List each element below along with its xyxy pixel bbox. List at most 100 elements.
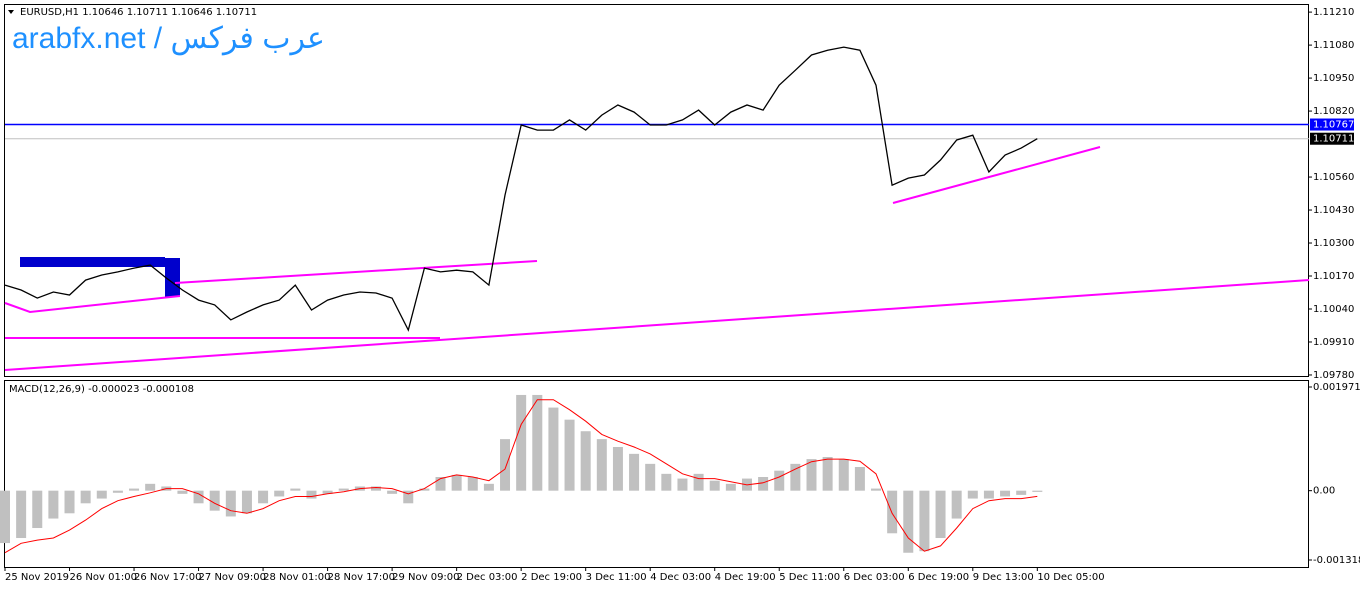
x-tick-label: 25 Nov 2019 (5, 572, 69, 583)
macd-bar (467, 476, 478, 491)
y-tick-label: 1.10040 (1313, 304, 1354, 315)
macd-bar (64, 490, 75, 514)
macd-bar (241, 490, 252, 514)
y-tick-label: 1.10430 (1313, 205, 1354, 216)
macd-frame (4, 380, 1309, 568)
macd-bar (822, 457, 833, 491)
macd-bar (693, 473, 704, 491)
macd-bar (725, 483, 736, 491)
macd-bar (145, 483, 156, 491)
macd-bar (1016, 490, 1027, 495)
x-tick-label: 3 Dec 11:00 (586, 572, 647, 583)
macd-bar (338, 488, 349, 491)
objects (4, 146, 1310, 371)
macd-bar (0, 490, 10, 544)
macd-bar (80, 490, 91, 504)
macd-bar (661, 473, 672, 491)
zone (165, 258, 180, 297)
macd-bar (500, 439, 511, 491)
x-tick-label: 29 Nov 09:00 (392, 572, 459, 583)
macd-bar (274, 490, 285, 497)
macd-bar (112, 490, 123, 493)
macd-bar (887, 490, 898, 534)
macd-bar (306, 490, 317, 499)
macd-bar (370, 486, 381, 491)
macd-bar (193, 490, 204, 504)
trend-line (4, 295, 181, 314)
macd-bar (564, 419, 575, 491)
macd-bar (403, 490, 414, 504)
macd-bar (983, 490, 994, 499)
macd-bar (322, 490, 333, 494)
macd-bar (806, 459, 817, 491)
macd-bar (838, 459, 849, 491)
y-tick-label: 0.001971 (1313, 382, 1360, 393)
macd-bar (483, 483, 494, 491)
trend-line (174, 260, 538, 284)
macd-bar (1000, 490, 1011, 497)
macd-bar (16, 490, 27, 539)
macd-bar (629, 453, 640, 491)
macd-bar (258, 490, 269, 504)
x-tick-label: 26 Nov 01:00 (70, 572, 137, 583)
macd-bar (177, 490, 188, 494)
y-tick-label: 1.10300 (1313, 238, 1354, 249)
signal-line (4, 399, 1038, 554)
macd-bar (419, 488, 430, 491)
macd-bar (854, 467, 865, 491)
x-tick-label: 9 Dec 13:00 (973, 572, 1034, 583)
price-line (4, 46, 1038, 332)
price-label-box (1310, 132, 1354, 145)
macd-bar (645, 463, 656, 491)
y-tick-label: -0.001318 (1313, 555, 1360, 566)
macd-bar (967, 490, 978, 499)
x-tick-label: 6 Dec 03:00 (844, 572, 905, 583)
macd-bar (774, 470, 785, 491)
x-tick-label: 26 Nov 17:00 (134, 572, 201, 583)
price-label: 1.10711 (1313, 134, 1354, 145)
macd-bar (387, 490, 398, 494)
macd-bar (951, 490, 962, 519)
macd-bar (1032, 490, 1043, 492)
trend-line (892, 146, 1101, 204)
macd-bar (32, 490, 43, 529)
x-tick-label: 28 Nov 17:00 (328, 572, 395, 583)
y-tick-label: 1.09780 (1313, 370, 1354, 381)
x-tick-label: 5 Dec 11:00 (779, 572, 840, 583)
macd-bar (548, 407, 559, 491)
macd-bar (903, 490, 914, 553)
macd-bar (48, 490, 59, 519)
macd-bar (451, 474, 462, 491)
macd-bar (435, 476, 446, 491)
macd-bar (209, 490, 220, 511)
x-tick-label: 6 Dec 19:00 (908, 572, 969, 583)
macd-bar (596, 439, 607, 491)
macd-bar (935, 490, 946, 539)
macd-bar (919, 490, 930, 552)
macd-title: MACD(12,26,9) -0.000023 -0.000108 (9, 384, 194, 395)
y-tick-label: 1.10170 (1313, 271, 1354, 282)
x-tick-label: 27 Nov 09:00 (199, 572, 266, 583)
y-tick-label: 1.11210 (1313, 7, 1354, 18)
macd-bar (225, 490, 236, 517)
y-tick-label: 1.10560 (1313, 172, 1354, 183)
watermark: arabfx.net / عرب فركس (12, 22, 325, 56)
macd-bar (129, 488, 140, 491)
macd-bar (612, 447, 623, 491)
x-tick-label: 10 Dec 05:00 (1037, 572, 1104, 583)
macd-bar (290, 488, 301, 491)
price-label-box (1310, 118, 1354, 131)
menu-arrow[interactable] (8, 10, 14, 14)
price-title: EURUSD,H1 1.10646 1.10711 1.10646 1.1071… (20, 7, 257, 18)
y-tick-label: 1.11080 (1313, 40, 1354, 51)
macd-bar (790, 463, 801, 491)
trend-line (4, 279, 1310, 371)
y-tick-label: 1.09910 (1313, 337, 1354, 348)
macd-bar (709, 480, 720, 491)
macd-bar (758, 476, 769, 491)
x-tick-label: 2 Dec 03:00 (457, 572, 518, 583)
price-label: 1.10767 (1313, 120, 1354, 131)
x-tick-label: 2 Dec 19:00 (521, 572, 582, 583)
macd-bar (516, 394, 527, 491)
